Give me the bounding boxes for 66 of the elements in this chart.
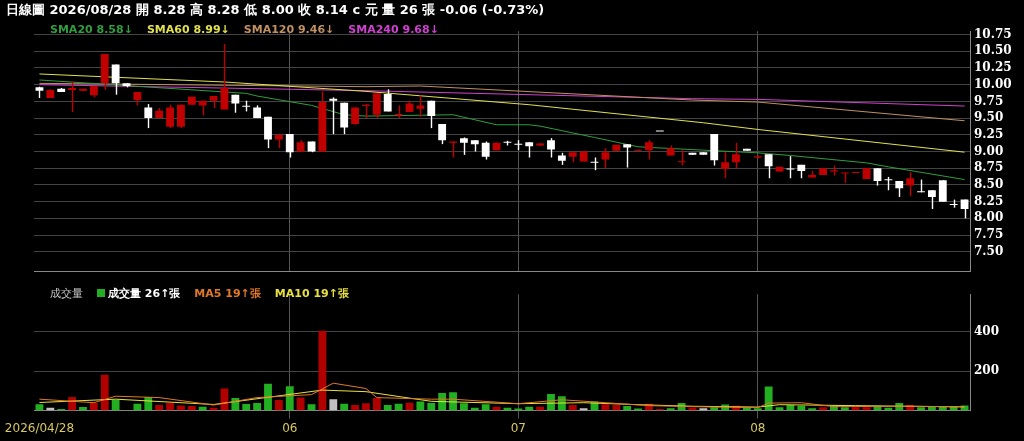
bar bbox=[481, 404, 490, 411]
y-tick-label: 9.00 bbox=[974, 143, 1004, 158]
candlestick bbox=[906, 171, 915, 197]
bar bbox=[111, 399, 120, 411]
x-tick-label: 06 bbox=[282, 420, 298, 435]
y-tick-label: 10.00 bbox=[974, 76, 1012, 91]
y-tick-label: 9.25 bbox=[974, 126, 1004, 141]
y-tick-label: 10.25 bbox=[974, 60, 1012, 75]
y-tick-label: 7.75 bbox=[974, 227, 1004, 242]
bar bbox=[362, 403, 370, 411]
y-tick-label: 9.75 bbox=[974, 93, 1004, 108]
candlestick bbox=[416, 94, 425, 118]
text: SMA20 8.58↓ bbox=[50, 23, 133, 36]
candlestick bbox=[166, 104, 174, 129]
bar bbox=[862, 407, 871, 411]
bar bbox=[819, 407, 827, 411]
bar bbox=[416, 401, 425, 411]
chart-title: 成交量 bbox=[50, 286, 83, 301]
y-tick-label: 8.25 bbox=[974, 193, 1004, 208]
candlestick bbox=[721, 151, 730, 179]
candlestick bbox=[144, 103, 153, 129]
legend-label: 成交量 26↑張 bbox=[108, 287, 181, 300]
y-tick-label: 8.50 bbox=[974, 177, 1004, 192]
text: SMA120 9.46↓ bbox=[243, 23, 335, 36]
candlestick bbox=[601, 147, 610, 169]
y-tick-label: 10.75 bbox=[974, 26, 1012, 41]
bar bbox=[427, 403, 436, 411]
bar bbox=[351, 405, 359, 411]
bar bbox=[166, 403, 174, 411]
bar bbox=[917, 407, 925, 411]
y-tick-label: 400 bbox=[974, 323, 1000, 338]
y-tick-label: 10.50 bbox=[974, 43, 1012, 58]
bar bbox=[601, 404, 610, 411]
x-tick-label: 07 bbox=[510, 420, 526, 435]
bar bbox=[851, 407, 860, 411]
y-tick-label: 200 bbox=[974, 363, 1000, 378]
bar bbox=[514, 408, 523, 411]
bar bbox=[253, 403, 262, 411]
text: SMA240 9.68↓ bbox=[348, 23, 439, 36]
y-tick-label: 9.50 bbox=[974, 110, 1004, 125]
bar bbox=[840, 407, 849, 411]
y-tick-label: 8.75 bbox=[974, 160, 1004, 175]
bar bbox=[372, 397, 381, 411]
bar bbox=[296, 397, 305, 411]
y-tick-label: 7.50 bbox=[974, 243, 1004, 258]
bar bbox=[177, 405, 185, 411]
bar bbox=[568, 405, 577, 411]
candlestick bbox=[938, 179, 947, 203]
bar bbox=[264, 383, 272, 411]
bar bbox=[89, 403, 98, 411]
bar bbox=[100, 374, 109, 411]
x-tick-label: 08 bbox=[750, 420, 766, 435]
text: MA5 19↑張 bbox=[194, 287, 261, 300]
text: SMA60 8.99↓ bbox=[146, 23, 230, 36]
bar bbox=[329, 399, 338, 411]
text: MA10 19↑張 bbox=[274, 287, 349, 300]
bar bbox=[274, 399, 283, 411]
chart-title: 日線圖 2026/08/28 開 8.28 高 8.28 低 8.00 收 8.14 c 元 量 26 張 -0.06 (-0.73%) bbox=[5, 1, 546, 19]
bar bbox=[634, 408, 642, 411]
bar bbox=[155, 405, 164, 411]
bar bbox=[242, 403, 251, 411]
bar bbox=[459, 403, 468, 411]
y-tick-label: 8.00 bbox=[974, 210, 1004, 225]
candlestick bbox=[927, 189, 936, 210]
x-tick-label: 2026/04/28 bbox=[4, 420, 75, 435]
candlestick bbox=[372, 92, 381, 119]
